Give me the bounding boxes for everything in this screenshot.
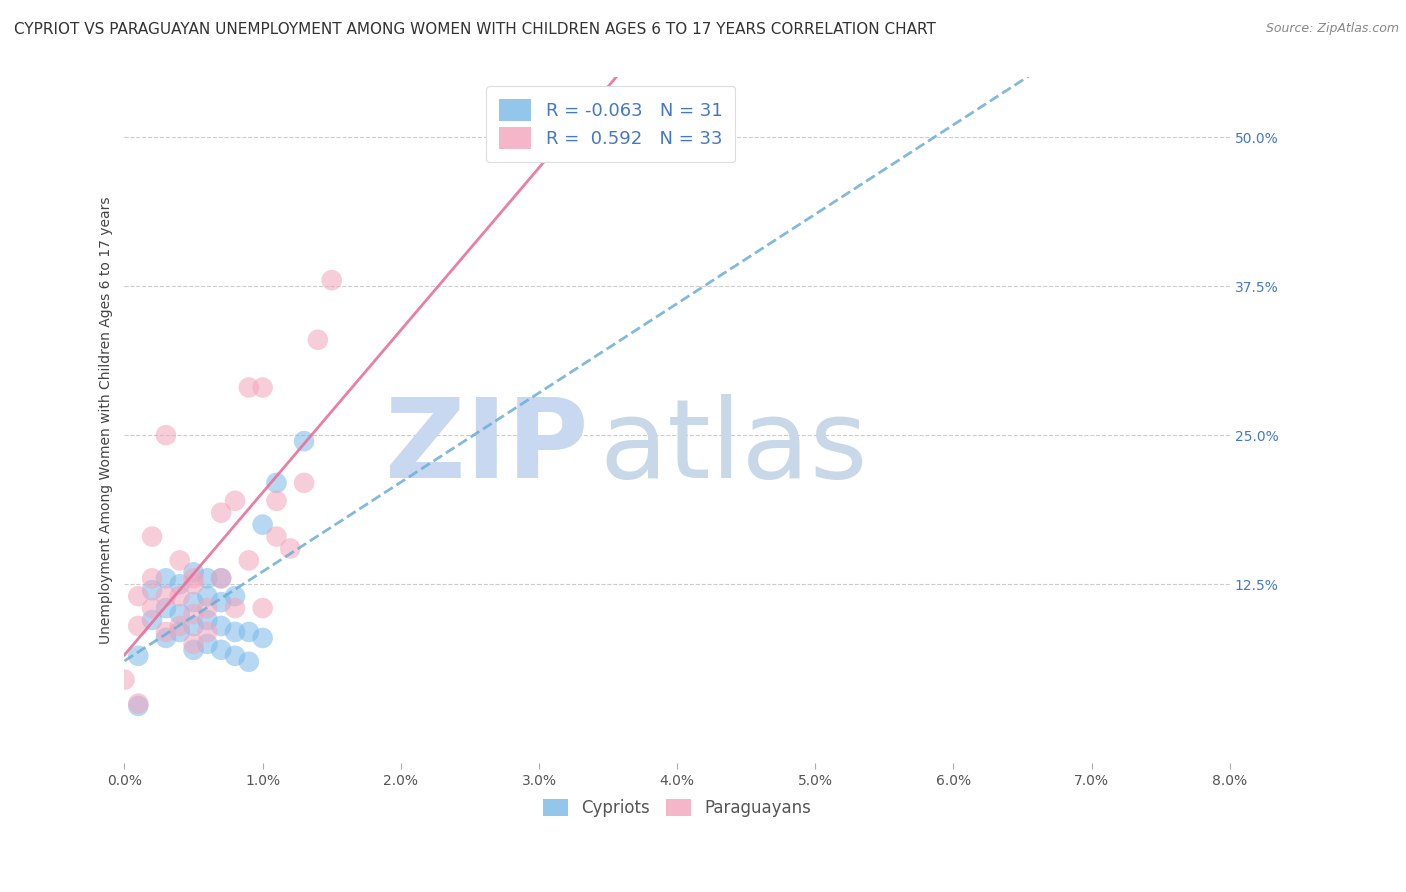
Point	[141, 601, 163, 615]
Point	[183, 643, 205, 657]
Point	[209, 506, 232, 520]
Point	[224, 601, 246, 615]
Point	[127, 619, 149, 633]
Point	[195, 613, 218, 627]
Point	[183, 607, 205, 621]
Point	[141, 613, 163, 627]
Point	[224, 493, 246, 508]
Point	[195, 589, 218, 603]
Point	[155, 589, 177, 603]
Point	[238, 380, 260, 394]
Point	[127, 589, 149, 603]
Point	[195, 637, 218, 651]
Text: atlas: atlas	[600, 394, 869, 501]
Point	[209, 571, 232, 585]
Text: ZIP: ZIP	[385, 394, 589, 501]
Point	[266, 493, 288, 508]
Point	[252, 631, 274, 645]
Point	[224, 624, 246, 639]
Point	[278, 541, 301, 556]
Point	[169, 619, 191, 633]
Y-axis label: Unemployment Among Women with Children Ages 6 to 17 years: Unemployment Among Women with Children A…	[100, 196, 114, 644]
Point	[238, 655, 260, 669]
Point	[169, 577, 191, 591]
Point	[209, 571, 232, 585]
Point	[127, 648, 149, 663]
Point	[321, 273, 343, 287]
Point	[183, 595, 205, 609]
Point	[155, 624, 177, 639]
Point	[292, 434, 315, 449]
Point	[209, 595, 232, 609]
Point	[183, 637, 205, 651]
Point	[155, 571, 177, 585]
Point	[195, 624, 218, 639]
Point	[292, 475, 315, 490]
Point	[141, 571, 163, 585]
Point	[114, 673, 136, 687]
Point	[209, 619, 232, 633]
Text: CYPRIOT VS PARAGUAYAN UNEMPLOYMENT AMONG WOMEN WITH CHILDREN AGES 6 TO 17 YEARS : CYPRIOT VS PARAGUAYAN UNEMPLOYMENT AMONG…	[14, 22, 936, 37]
Legend: Cypriots, Paraguayans: Cypriots, Paraguayans	[536, 792, 818, 823]
Point	[155, 428, 177, 442]
Point	[141, 530, 163, 544]
Point	[127, 697, 149, 711]
Point	[209, 643, 232, 657]
Point	[195, 571, 218, 585]
Point	[155, 601, 177, 615]
Point	[127, 698, 149, 713]
Text: Source: ZipAtlas.com: Source: ZipAtlas.com	[1265, 22, 1399, 36]
Point	[238, 553, 260, 567]
Point	[169, 553, 191, 567]
Point	[266, 530, 288, 544]
Point	[252, 517, 274, 532]
Point	[252, 601, 274, 615]
Point	[238, 624, 260, 639]
Point	[307, 333, 329, 347]
Point	[169, 624, 191, 639]
Point	[183, 577, 205, 591]
Point	[155, 631, 177, 645]
Point	[169, 589, 191, 603]
Point	[169, 607, 191, 621]
Point	[266, 475, 288, 490]
Point	[183, 571, 205, 585]
Point	[224, 648, 246, 663]
Point	[141, 583, 163, 598]
Point	[195, 601, 218, 615]
Point	[183, 619, 205, 633]
Point	[252, 380, 274, 394]
Point	[224, 589, 246, 603]
Point	[183, 566, 205, 580]
